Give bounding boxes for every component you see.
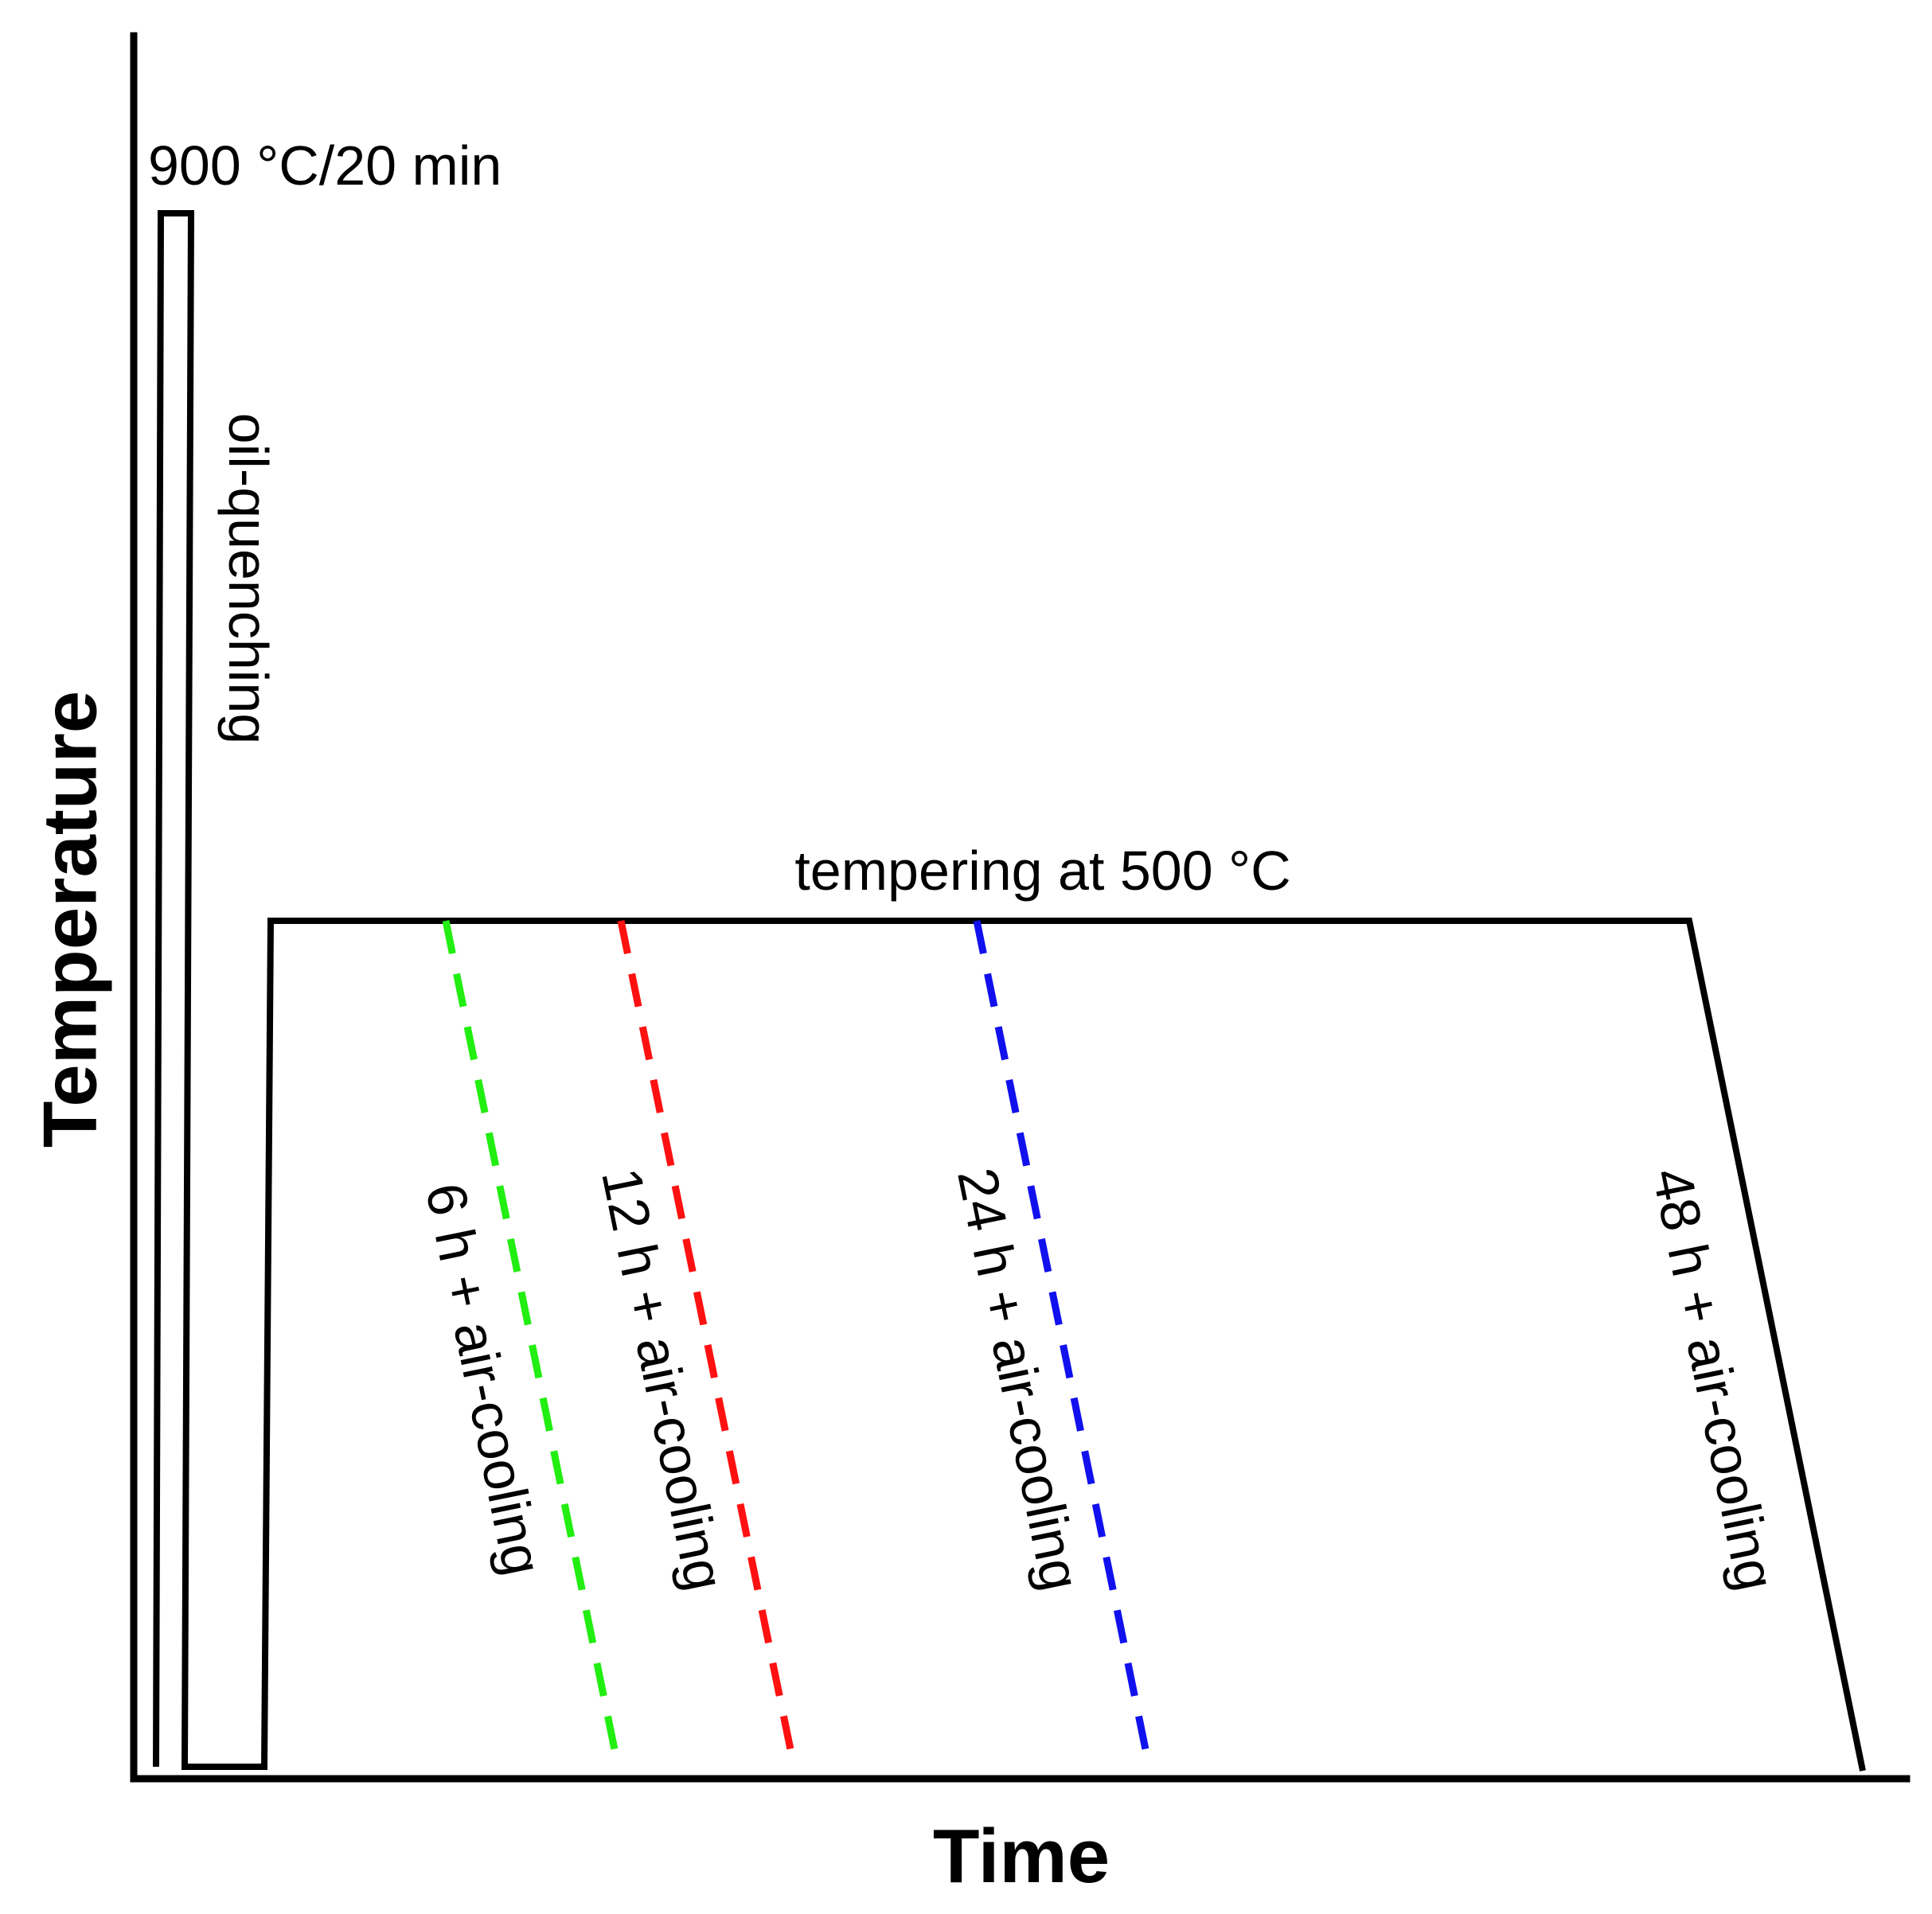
cooling-label-12h: 12 h + air-cooling bbox=[590, 1163, 736, 1596]
x-axis-label: Time bbox=[933, 1814, 1110, 1899]
cooling-label-6h: 6 h + air-cooling bbox=[414, 1178, 554, 1581]
cooling-line-24h bbox=[973, 920, 1151, 1758]
austenitize-quench-profile bbox=[153, 210, 274, 1770]
cooling-label-48h: 48 h + air-cooling bbox=[1641, 1163, 1787, 1596]
tempering-profile bbox=[267, 918, 1866, 1772]
cooling-line-12h bbox=[617, 920, 796, 1758]
quench-label: oil-quenching bbox=[217, 413, 279, 744]
y-axis-label: Temperature bbox=[28, 691, 113, 1148]
cooling-label-24h: 24 h + air-cooling bbox=[946, 1163, 1092, 1596]
tempering-label: tempering at 500 °C bbox=[794, 840, 1290, 902]
cooling-line-6h bbox=[442, 920, 620, 1758]
austenitize-label: 900 °C/20 min bbox=[148, 134, 502, 197]
